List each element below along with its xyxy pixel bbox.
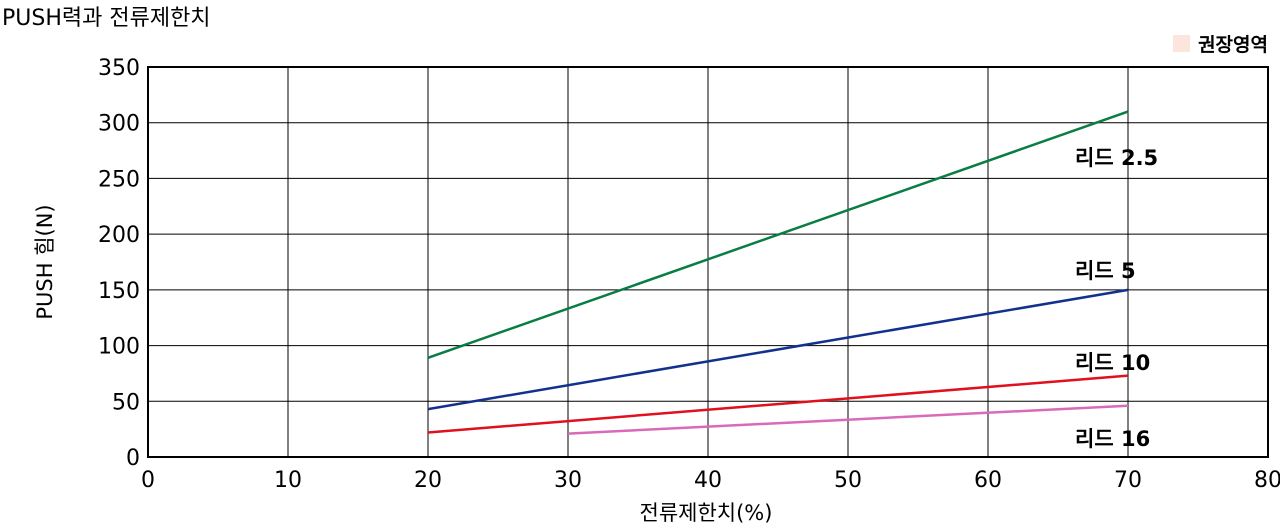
x-tick-label: 70 xyxy=(1114,468,1142,493)
series-label-4: 리드 16 xyxy=(1075,427,1150,451)
series-label-3: 리드 10 xyxy=(1075,351,1150,375)
series-label-1: 리드 2.5 xyxy=(1075,146,1158,170)
x-tick-label: 80 xyxy=(1254,468,1280,493)
series-line-2 xyxy=(427,288,1129,411)
series-line-1 xyxy=(427,110,1129,360)
x-tick-label: 10 xyxy=(274,468,302,493)
y-tick-label: 250 xyxy=(98,167,140,192)
series-line-4 xyxy=(567,404,1129,435)
x-tick-label: 0 xyxy=(141,468,155,493)
chart-title: PUSH력과 전류제한치 xyxy=(2,6,211,31)
y-tick-label: 350 xyxy=(98,56,140,81)
x-tick-label: 40 xyxy=(694,468,722,493)
legend: 권장영역 xyxy=(1173,30,1268,57)
x-tick-label: 60 xyxy=(974,468,1002,493)
y-tick-label: 150 xyxy=(98,279,140,304)
x-tick-label: 30 xyxy=(554,468,582,493)
series-label-2: 리드 5 xyxy=(1075,259,1136,283)
y-tick-label: 300 xyxy=(98,112,140,137)
legend-label-recommended: 권장영역 xyxy=(1198,34,1268,56)
plot-frame xyxy=(147,66,1269,458)
y-tick-label: 0 xyxy=(126,446,140,471)
legend-swatch-recommended xyxy=(1173,35,1191,52)
series-line-3 xyxy=(427,374,1129,434)
y-axis-title: PUSH 힘(N) xyxy=(33,204,57,319)
x-tick-label: 20 xyxy=(414,468,442,493)
x-axis-title: 전류제한치(%) xyxy=(640,501,773,525)
y-tick-label: 100 xyxy=(98,335,140,360)
y-tick-label: 200 xyxy=(98,223,140,248)
y-tick-label: 50 xyxy=(112,390,140,415)
x-tick-label: 50 xyxy=(834,468,862,493)
